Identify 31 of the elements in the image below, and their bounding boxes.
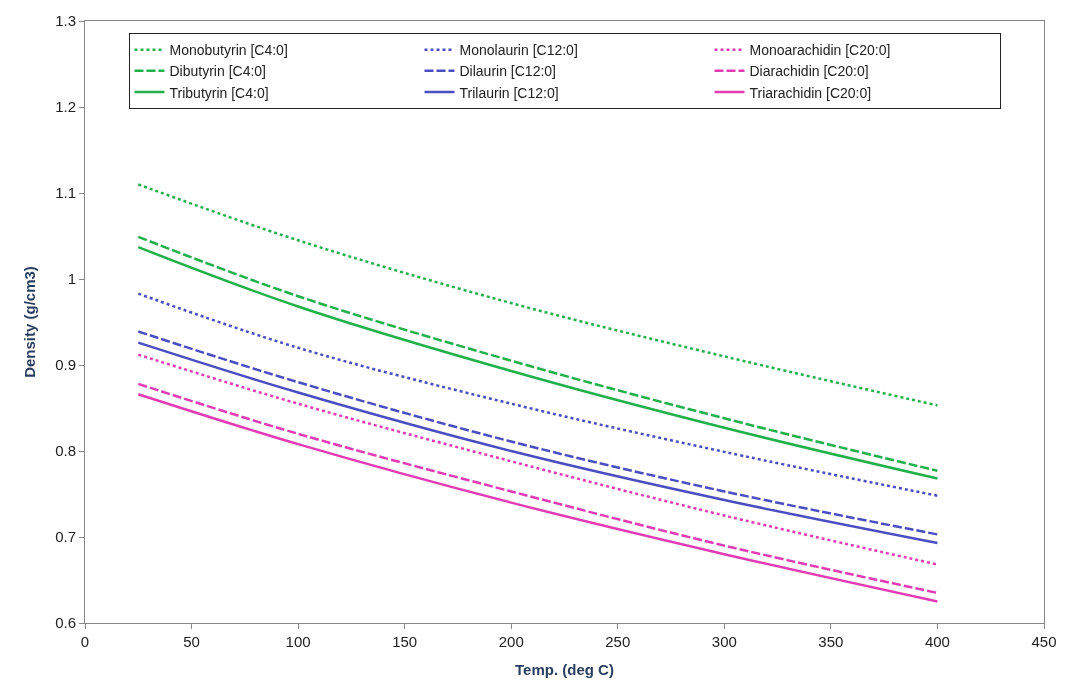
line-series xyxy=(137,183,939,407)
x-tick-label: 300 xyxy=(711,633,737,650)
x-tick-label: 250 xyxy=(605,633,631,650)
legend-label: Tributyrin [C4:0] xyxy=(169,84,269,101)
y-axis-title: Density (g/cm3) xyxy=(21,266,39,378)
y-tick-label: 0.9 xyxy=(55,356,76,374)
legend-label: Dilaurin [C12:0] xyxy=(459,63,556,80)
y-tick-label: 0.7 xyxy=(55,528,76,546)
legend-label: Monoarachidin [C20:0] xyxy=(749,42,891,59)
legend-label: Trilaurin [C12:0] xyxy=(459,84,559,101)
x-tick-label: 450 xyxy=(1031,633,1057,650)
x-tick-label: 150 xyxy=(392,633,418,650)
y-tick-label: 0.8 xyxy=(55,442,76,460)
x-tick-label: 400 xyxy=(924,633,950,650)
legend-label: Dibutyrin [C4:0] xyxy=(169,63,266,80)
legend-label: Monobutyrin [C4:0] xyxy=(169,42,288,59)
line-series xyxy=(137,292,939,497)
x-axis-title: Temp. (deg C) xyxy=(515,661,614,678)
y-tick-label: 1 xyxy=(67,270,76,288)
x-tick-label: 100 xyxy=(285,633,311,650)
y-tick-label: 1.1 xyxy=(55,184,76,202)
y-tick-label: 1.2 xyxy=(55,98,76,116)
y-tick-label: 0.6 xyxy=(55,614,76,632)
legend-label: Diarachidin [C20:0] xyxy=(749,63,869,80)
legend-label: Triarachidin [C20:0] xyxy=(749,84,872,101)
x-tick-label: 50 xyxy=(183,633,200,650)
x-tick-label: 200 xyxy=(498,633,524,650)
legend-label: Monolaurin [C12:0] xyxy=(459,42,578,59)
x-tick-label: 350 xyxy=(818,633,844,650)
x-tick-label: 0 xyxy=(80,633,90,650)
y-tick-label: 1.3 xyxy=(55,12,76,30)
